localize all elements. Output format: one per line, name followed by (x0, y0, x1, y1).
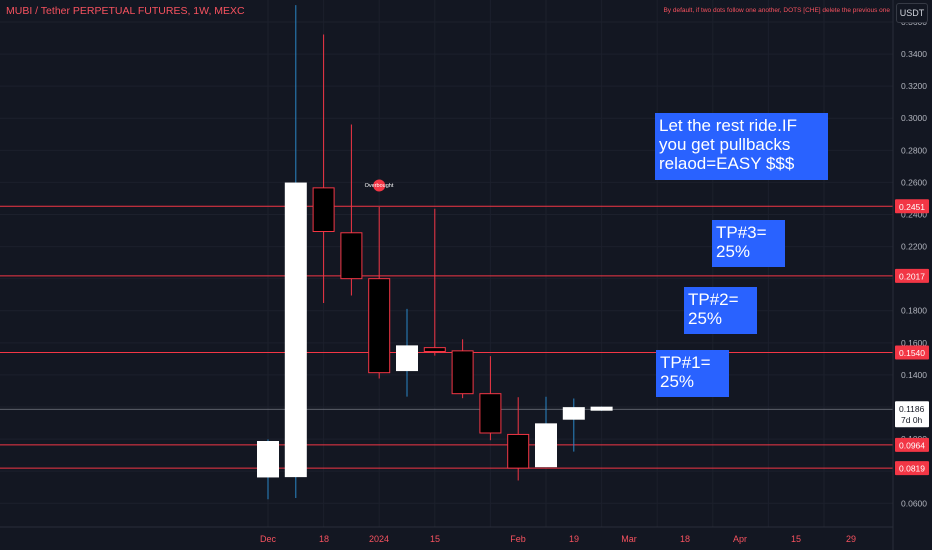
level-price-label: 0.2451 (899, 202, 925, 212)
candle-body (535, 423, 557, 468)
candle-body (507, 433, 530, 469)
last-price-label: 0.1186 (899, 404, 925, 414)
x-tick-label: Feb (510, 534, 526, 544)
candle-body (284, 182, 307, 478)
countdown-label: 7d 0h (901, 415, 923, 425)
x-tick-label: 2024 (369, 534, 389, 544)
level-price-tag (895, 199, 929, 214)
y-tick-label: 0.2800 (901, 145, 927, 155)
level-price-tag (895, 345, 929, 360)
y-tick-label: 0.2400 (901, 209, 927, 219)
script-note: By default, if two dots follow one anoth… (663, 7, 890, 14)
x-tick-label: Mar (621, 534, 637, 544)
candle-body (340, 232, 363, 280)
y-tick-label: 0.1600 (901, 338, 927, 348)
y-tick-label: 0.1800 (901, 306, 927, 316)
candle-body (451, 350, 474, 395)
chart-title: MUBI / Tether PERPETUAL FUTURES, 1W, MEX… (6, 5, 245, 17)
overbought-label: Overbought (364, 183, 394, 189)
x-tick-label: 15 (791, 534, 801, 544)
candle-body (368, 278, 391, 374)
y-tick-label: 0.3000 (901, 113, 927, 123)
x-tick-label: 19 (569, 534, 579, 544)
x-tick-label: Dec (260, 534, 277, 544)
level-price-label: 0.2017 (899, 271, 925, 281)
level-price-label: 0.0819 (899, 464, 925, 474)
x-tick-label: 18 (319, 534, 329, 544)
note-tp3: TP#3= 25% (712, 220, 785, 267)
candle-body (590, 406, 613, 411)
x-tick-label: Apr (733, 534, 747, 544)
x-tick-label: 29 (846, 534, 856, 544)
y-tick-label: 0.3400 (901, 49, 927, 59)
overbought-dot (373, 179, 386, 192)
y-tick-label: 0.2200 (901, 242, 927, 252)
last-price-tag (895, 401, 929, 428)
candle-body (423, 347, 446, 352)
level-price-label: 0.0964 (899, 440, 925, 450)
y-tick-label: 0.1400 (901, 370, 927, 380)
currency-button[interactable]: USDT (896, 3, 928, 23)
candle-body (562, 407, 585, 420)
candle-body (257, 440, 279, 478)
x-tick-label: 15 (430, 534, 440, 544)
note-main: Let the rest ride.IF you get pullbacks r… (655, 113, 828, 180)
level-price-tag (895, 268, 929, 283)
candle-body (479, 393, 502, 434)
note-tp2: TP#2= 25% (684, 287, 757, 334)
note-tp1: TP#1= 25% (656, 350, 729, 397)
level-price-tag (895, 461, 929, 476)
y-tick-label: 0.2600 (901, 177, 927, 187)
candle-body (396, 345, 418, 372)
level-price-tag (895, 437, 929, 452)
candle-body (312, 187, 335, 232)
y-tick-label: 0.0600 (901, 498, 927, 508)
y-tick-label: 0.3200 (901, 81, 927, 91)
level-price-label: 0.1540 (899, 348, 925, 358)
x-tick-label: 18 (680, 534, 690, 544)
